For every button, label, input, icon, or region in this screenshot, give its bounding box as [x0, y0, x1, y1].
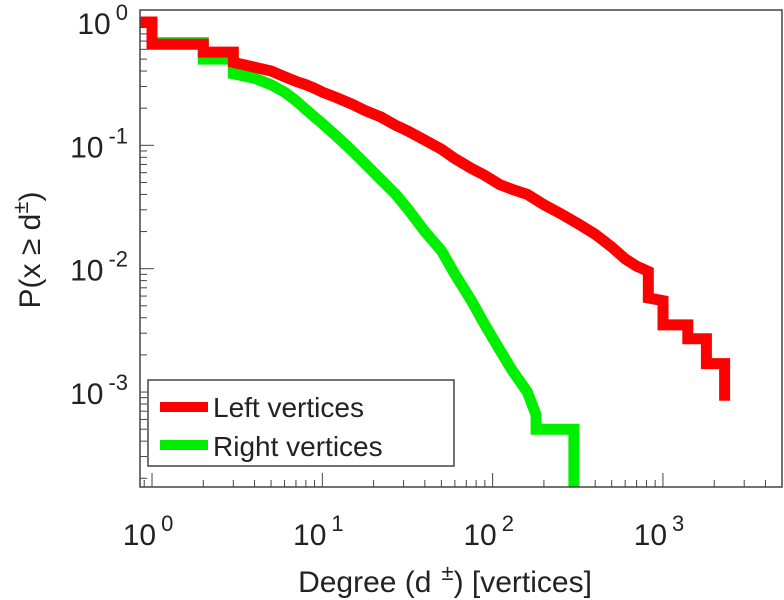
y-tick-label: 10 -1 [70, 123, 128, 164]
x-axis-label-superscript: ± [441, 560, 453, 585]
x-tick-label: 10 1 [293, 511, 344, 552]
y-tick-label: 10 -2 [70, 247, 128, 288]
series-left-vertices-line [140, 16, 731, 401]
x-tick-label: 10 3 [634, 511, 685, 552]
x-tick-label: 10 0 [123, 511, 174, 552]
x-tick-label: 10 2 [463, 511, 514, 552]
y-tick-label: 10 0 [77, 0, 128, 41]
legend-box [147, 379, 455, 467]
axis-ticks [140, 21, 783, 487]
x-axis-label: Degree (d ±) [vertices] [298, 560, 592, 599]
legend-label-right-vertices: Right vertices [213, 431, 383, 462]
legend: Left vertices Right vertices [147, 379, 455, 467]
legend-label-left-vertices: Left vertices [213, 392, 364, 423]
plot-area-frame [139, 9, 783, 488]
tick-labels: 10 0 10 1 10 2 10 3 10 0 10 -1 10 -2 10 -3 [70, 0, 684, 552]
y-tick-label: 10 -3 [70, 370, 128, 411]
series-layer [140, 16, 731, 487]
y-axis-label: P(x ≥ d±) [8, 192, 47, 309]
y-axis-label-superscript: ± [8, 202, 33, 214]
